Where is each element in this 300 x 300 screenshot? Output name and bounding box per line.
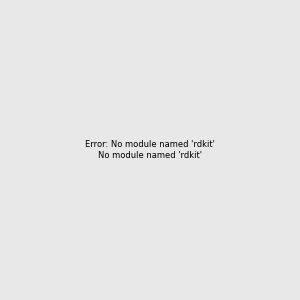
Text: Error: No module named 'rdkit'
No module named 'rdkit': Error: No module named 'rdkit' No module…	[85, 140, 215, 160]
